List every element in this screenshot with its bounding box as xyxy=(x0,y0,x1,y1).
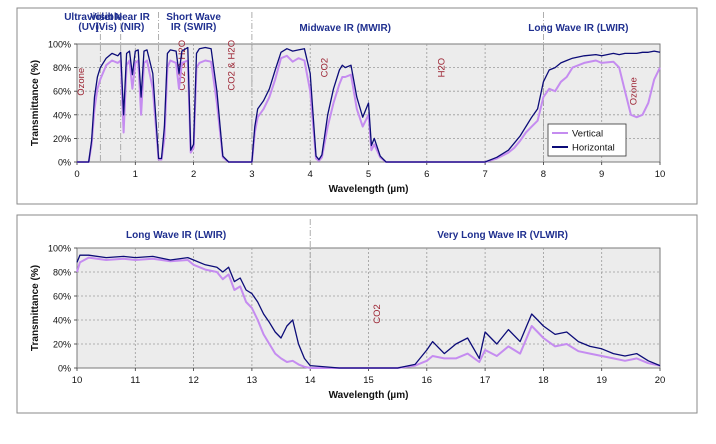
series-line-vertical xyxy=(77,54,661,163)
y-axis-title: Transmittance (%) xyxy=(30,60,41,146)
y-tick-label: 40% xyxy=(53,316,71,326)
x-tick-label: 1 xyxy=(133,169,138,180)
x-tick-label: 18 xyxy=(538,375,549,386)
region-label: Short Wave IR (SWIR) xyxy=(166,12,221,33)
x-tick-label: 0 xyxy=(74,169,79,180)
x-tick-label: 2 xyxy=(191,169,196,180)
chart-panel-bottom: 0% 20% 40% 60% 80% 100% 10 11 12 13 14 15 16 17 18 19 20… xyxy=(16,214,698,414)
region-label: Visible (Vis) xyxy=(90,12,122,33)
x-tick-label: 17 xyxy=(480,375,491,386)
x-tick-label: 13 xyxy=(247,375,258,386)
series-line-horizontal xyxy=(77,46,661,163)
chart-panel-top: 0% 20% 40% 60% 80% 100% 0 1 2 3 4 5 6 7 8 9 10 Wavelength… xyxy=(16,7,698,205)
region-label: Very Long Wave IR (VLWIR) xyxy=(437,230,568,241)
y-tick-label: 100% xyxy=(48,40,71,50)
series-line-vertical xyxy=(76,256,661,369)
y-tick-label: 20% xyxy=(53,134,71,144)
x-axis-title: Wavelength (µm) xyxy=(329,390,409,401)
y-axis-title: Transmittance (%) xyxy=(30,265,41,351)
x-tick-label: 9 xyxy=(599,169,604,180)
y-tick-label: 60% xyxy=(53,292,71,302)
y-tick-label: 80% xyxy=(53,268,71,278)
y-tick-label: 40% xyxy=(53,110,71,120)
x-tick-label: 14 xyxy=(305,375,316,386)
absorber-label: Ozone xyxy=(629,77,640,105)
y-tick-label: 20% xyxy=(53,340,71,350)
region-label: Long Wave IR (LWIR) xyxy=(126,230,226,241)
x-tick-label: 20 xyxy=(655,375,666,386)
region-label: Near IR (NIR) xyxy=(115,12,151,33)
absorber-label: H2O xyxy=(436,58,447,78)
y-tick-label: 60% xyxy=(53,87,71,97)
x-tick-label: 6 xyxy=(424,169,429,180)
region-label: Midwave IR (MWIR) xyxy=(299,23,391,34)
x-tick-label: 12 xyxy=(188,375,199,386)
absorber-label: Ozone xyxy=(76,68,87,96)
legend-box xyxy=(547,123,627,157)
region-label: Long Wave IR (LWIR) xyxy=(528,23,628,34)
legend-label: Horizontal xyxy=(572,143,615,154)
y-tick-label: 80% xyxy=(53,63,71,73)
series-line-horizontal xyxy=(76,254,661,369)
y-tick-label: 0% xyxy=(58,158,71,168)
absorber-label: CO2 xyxy=(372,304,383,324)
absorber-label: CO2 & H2O xyxy=(226,40,237,91)
x-tick-label: 3 xyxy=(249,169,254,180)
absorber-label: CO2 xyxy=(320,58,331,78)
x-tick-label: 7 xyxy=(482,169,487,180)
region-label: Ultraviolet (UV) xyxy=(64,12,114,33)
y-tick-label: 100% xyxy=(48,244,71,254)
x-axis-title: Wavelength (µm) xyxy=(329,184,409,195)
legend-label: Vertical xyxy=(572,129,603,140)
x-tick-label: 15 xyxy=(363,375,374,386)
x-tick-label: 11 xyxy=(130,375,140,386)
x-tick-label: 10 xyxy=(655,169,666,180)
x-tick-label: 10 xyxy=(72,375,83,386)
x-tick-label: 5 xyxy=(366,169,371,180)
y-tick-label: 0% xyxy=(58,364,71,374)
x-tick-label: 19 xyxy=(596,375,607,386)
x-tick-label: 16 xyxy=(422,375,433,386)
x-tick-label: 4 xyxy=(308,169,313,180)
x-tick-label: 8 xyxy=(541,169,546,180)
